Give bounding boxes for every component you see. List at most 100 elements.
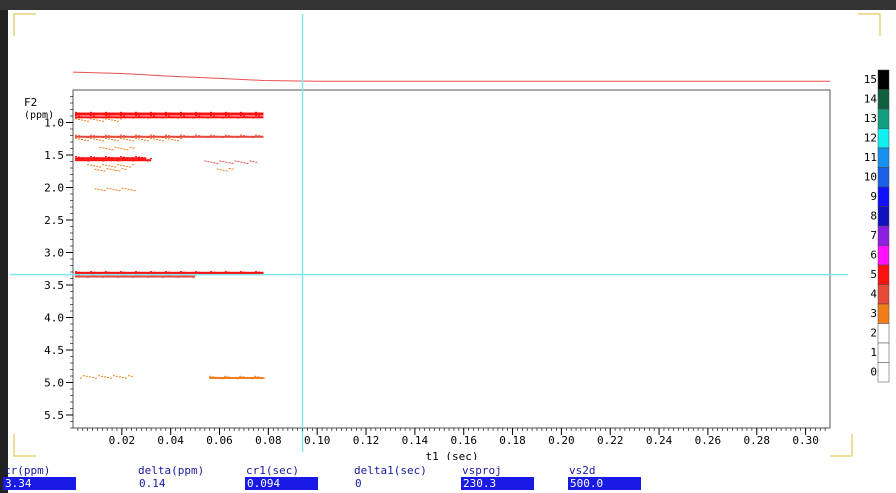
colorbar-label: 8 [870,210,877,223]
peak-dot [126,139,128,141]
peak-dot [159,272,161,274]
peak-dot [106,377,109,379]
peak-dot [227,376,230,378]
peak-dot [99,166,102,168]
peak-dot [84,159,86,161]
peak-dot [97,375,100,377]
peak-dot [105,115,107,117]
colorbar-label: 6 [870,249,877,262]
peak-dot [147,160,149,162]
colorbar-label: 2 [870,327,877,340]
x-tick-label: 0.10 [304,434,331,447]
x-tick-label: 0.16 [450,434,477,447]
peak-dot [249,160,252,162]
peak-dot [138,135,140,137]
peak-dot [147,140,149,142]
peak-dot [129,139,131,141]
peak-dot [120,137,122,139]
peak-dot [192,137,194,138]
peak-dot [224,375,227,377]
peak-dot [240,115,242,117]
peak-dot [177,117,179,119]
peak-0 [75,111,264,116]
peak-dot [96,165,99,167]
peak-dot [120,156,122,158]
peak-dot [183,135,185,137]
peak-dot [123,148,126,150]
peak-dot [126,159,128,161]
colorbar-label: 12 [864,132,877,145]
x-axis: 0.02 0.04 0.06 0.08 0.10 0.12 0.14 0.16 0.18 0.20… [77,428,826,447]
param-value-field[interactable]: 230.3 [461,477,534,490]
spectrum-plot[interactable]: 1.01.52.02.53.03.54.04.55.05.5 0.02 0.04 0… [0,0,896,460]
param-value-field[interactable]: 0.094 [245,477,318,490]
peak-dot [201,135,203,137]
peak-dot [81,135,83,137]
peak-dot [99,139,101,141]
param-value-field[interactable]: 3.34 [3,477,76,490]
peak-dot [216,113,218,115]
peak-dot [218,377,221,379]
peak-dot [231,272,233,274]
peak-9 [87,164,135,168]
peak-dot [129,116,131,118]
peak-dot [159,113,161,115]
peak-dot [135,156,137,158]
peak-dot [117,158,119,160]
colorbar-label: 4 [870,288,877,301]
projection-line [72,71,830,82]
peak-dot [177,276,179,278]
plot-area[interactable] [72,89,831,429]
peak-dot [156,275,158,277]
peak-dot [126,116,128,118]
peak-15 [79,375,133,379]
y-tick-label: 5.5 [44,409,64,422]
peak-dot [108,156,110,158]
peak-dot [129,276,131,278]
peak-dot [129,159,131,161]
peak-dot [249,113,251,115]
peak-dot [141,272,143,274]
peak-dot [237,114,239,116]
cursor-layer[interactable] [10,14,848,452]
colorbar-swatch [877,108,890,129]
param-value-field[interactable]: 500.0 [568,477,641,490]
peak-dot [141,159,143,161]
peak-dot [129,113,131,115]
peak-dot [165,271,167,273]
peak-dot [162,276,164,278]
y-tick-label: 3.0 [44,247,64,260]
colorbar-swatch [877,264,890,285]
peak-dot [123,112,125,114]
peak-dot [144,272,146,274]
peak-dot [213,135,215,137]
peak-dot [144,157,146,159]
peak-dot [114,157,116,159]
peak-16 [209,375,266,380]
y-axis-label-line1: F2 [24,96,37,109]
peak-dot [132,114,134,116]
peak-dot [75,158,77,159]
peak-dot [219,160,222,162]
peak-dot [99,120,101,122]
colorbar-swatch [877,186,890,207]
corner-mark-1 [858,13,881,36]
peak-dot [230,377,233,379]
peak-dot [207,114,209,116]
peak-dot [228,112,230,114]
peak-dot [93,274,95,276]
peak-dot [228,162,231,164]
peak-dot [81,113,83,115]
peak-dot [87,137,89,138]
peak-dot [153,115,155,117]
y-tick-label: 2.0 [44,182,64,195]
x-tick-label: 0.26 [695,434,722,447]
peak-dot [240,134,242,136]
peak-dot [215,377,218,379]
peak-dot [216,272,218,274]
peak-dot [117,140,119,142]
peak-dot [99,276,101,278]
peak-dot [165,134,167,136]
peak-dot [209,375,212,377]
peak-dot [219,169,222,171]
